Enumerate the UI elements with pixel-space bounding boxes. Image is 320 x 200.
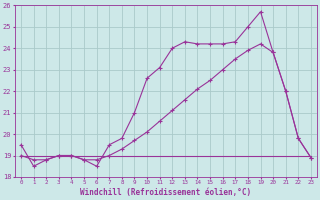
X-axis label: Windchill (Refroidissement éolien,°C): Windchill (Refroidissement éolien,°C) <box>80 188 252 197</box>
